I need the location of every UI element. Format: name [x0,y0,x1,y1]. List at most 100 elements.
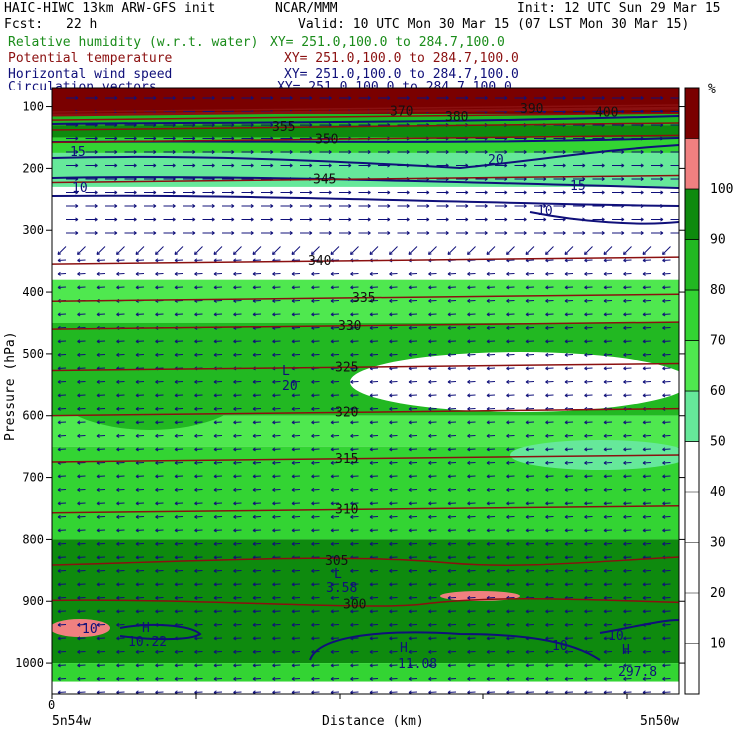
wind-vector [369,394,379,396]
wind-vector-head [623,514,627,519]
wind-vector-head [211,149,215,155]
wind-vector-head [96,352,100,357]
wind-vector-head [603,285,607,290]
wind-vector-head [272,339,276,344]
wind-vector-head [506,366,510,371]
wind-vector-head [272,271,276,276]
wind-vector-head [233,251,237,255]
wind-vector-head [155,420,159,425]
wind-vector [447,489,457,491]
wind-contour [119,623,202,641]
wind-vector-head [603,568,607,573]
wind-vector-head [426,203,430,209]
wind-vector-head [213,339,217,344]
wind-vector [57,610,67,612]
wind-vector-head [662,251,666,255]
wind-vector-head [350,325,354,330]
wind-vector [252,651,262,653]
wind-vector-head [447,406,451,411]
wind-vector [135,664,145,666]
wind-vector-head [330,460,334,465]
wind-vector-head [447,325,451,330]
wind-vector [486,327,496,329]
wind-vector [311,300,320,302]
wind-vector-head [96,582,100,587]
wind-vector [311,691,320,693]
wind-vector-head [291,433,295,438]
wind-vector-head [428,379,432,384]
wind-vector [272,448,281,450]
wind-vector-head [603,595,607,600]
wind-vector [603,637,613,639]
wind-vector-head [680,218,683,221]
wind-vector [545,286,554,288]
wind-vector [174,259,184,261]
wind-vector [603,448,613,450]
wind-vector-head [623,352,627,357]
wind-vector [213,502,223,504]
wind-vector-head [486,568,490,573]
wind-vector-head [348,149,352,155]
wind-vector [116,435,125,437]
wind-vector [389,340,398,342]
wind-vector-head [272,663,276,668]
wind-vector-head [155,474,159,479]
x-left-label: 5n54w [52,714,91,729]
wind-vector-head [77,609,81,614]
wind-vector [155,651,164,653]
wind-vector-head [270,149,274,155]
wind-vector-head [153,217,157,222]
wind-vector [194,529,203,531]
wind-vector-head [545,393,549,398]
wind-vector-head [252,393,256,398]
wind-vector-head [96,649,100,654]
wind-vector-head [330,312,334,317]
wind-vector-head [445,95,449,101]
wind-vector [584,327,593,329]
wind-vector-head [525,663,529,668]
wind-vector [330,489,340,491]
theta-label: 315 [335,452,358,467]
wind-vector [408,597,418,599]
wind-vector [311,448,320,450]
wind-vector [213,543,223,545]
wind-vector [564,624,574,626]
wind-vector-head [447,514,451,519]
colorbar-tick-label: 40 [710,485,726,500]
wind-vector-head [213,514,217,519]
wind-vector-head [348,95,352,101]
wind-vector-head [603,501,607,506]
wind-vector-head [233,622,237,627]
rh-surface-gap [52,681,679,694]
wind-vector-head [642,366,646,371]
wind-vector-head [447,298,451,303]
wind-vector [506,259,515,261]
wind-vector [272,502,281,504]
wind-vector-head [350,514,354,519]
wind-vector-head [330,622,334,627]
wind-vector [77,678,86,680]
wind-vector [330,475,340,477]
wind-vector [564,516,574,518]
wind-vector [57,583,67,585]
wind-vector-head [662,271,666,276]
wind-vector-head [584,582,588,587]
wind-vector-head [369,251,374,255]
wind-vector [486,448,496,450]
wind-vector-head [601,176,605,182]
wind-vector-head [350,339,354,344]
wind-vector [467,327,476,329]
wind-vector-head [96,622,100,627]
wind-vector [233,651,242,653]
wind-vector-head [428,352,432,357]
wind-vector-head [662,433,666,438]
extremum-value: 11.08 [398,657,437,672]
wind-vector-head [233,609,237,614]
wind-vector [428,583,437,585]
wind-vector-head [192,163,196,168]
wind-vector [506,448,515,450]
wind-vector [116,367,125,369]
wind-vector-head [116,501,120,506]
wind-vector [623,556,632,558]
wind-vector [252,543,262,545]
